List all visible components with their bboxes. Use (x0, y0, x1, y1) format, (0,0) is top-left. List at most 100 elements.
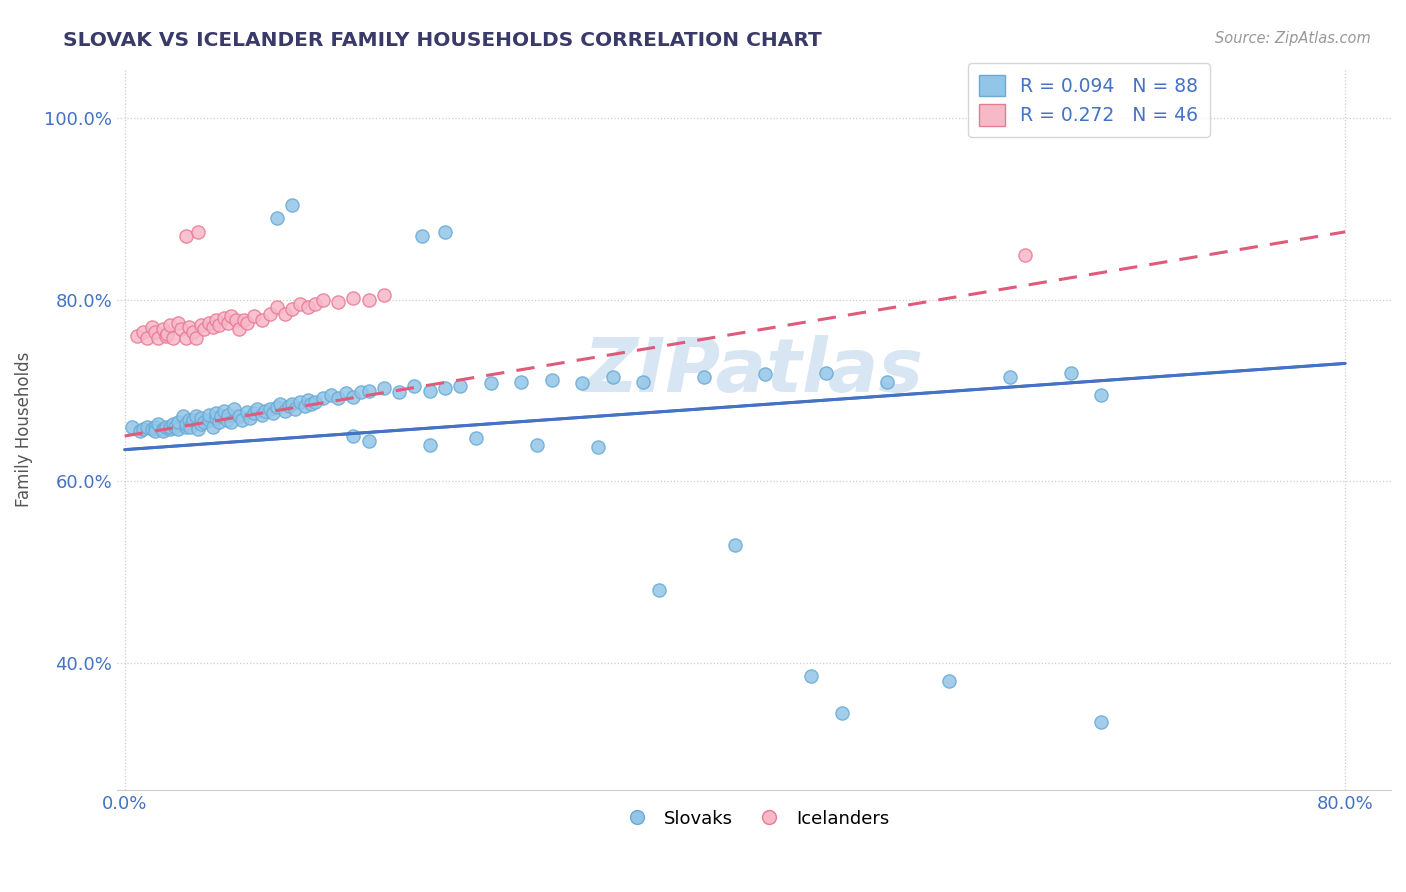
Point (1059, 366, 1081, 380)
Point (253, 403, 276, 417)
Point (155, 420, 177, 434)
Point (246, 401, 269, 416)
Point (159, 420, 181, 434)
Point (197, 316, 219, 330)
Point (202, 420, 225, 434)
Point (167, 416, 190, 430)
Point (434, 225, 457, 239)
Point (831, 706, 853, 720)
Point (136, 331, 159, 345)
Point (335, 386, 357, 401)
Point (250, 408, 273, 422)
Point (274, 306, 297, 320)
Y-axis label: Family Households: Family Households (15, 351, 32, 507)
Point (141, 422, 163, 436)
Point (193, 322, 215, 336)
Point (202, 320, 225, 334)
Point (294, 399, 316, 413)
Point (170, 322, 193, 336)
Point (225, 313, 247, 327)
Point (602, 370, 624, 384)
Point (586, 440, 609, 454)
Point (228, 409, 250, 423)
Point (232, 313, 254, 327)
Point (152, 422, 174, 436)
Point (278, 399, 301, 413)
Point (152, 322, 174, 336)
Point (193, 416, 215, 430)
Point (136, 420, 159, 434)
Point (209, 409, 232, 423)
Point (266, 211, 288, 226)
Point (197, 408, 219, 422)
Point (250, 313, 273, 327)
Point (373, 381, 395, 395)
Point (419, 438, 441, 452)
Point (221, 416, 243, 430)
Point (800, 669, 823, 683)
Point (167, 316, 190, 330)
Point (174, 331, 197, 345)
Point (284, 401, 307, 416)
Point (281, 301, 304, 316)
Point (404, 379, 426, 393)
Point (146, 417, 169, 432)
Point (815, 366, 838, 380)
Point (174, 420, 197, 434)
Point (143, 325, 166, 339)
Point (288, 297, 311, 311)
Point (281, 397, 304, 411)
Point (141, 320, 163, 334)
Point (312, 293, 335, 307)
Point (243, 406, 266, 420)
Point (121, 420, 143, 434)
Point (724, 538, 747, 552)
Point (190, 410, 212, 425)
Point (231, 413, 253, 427)
Point (328, 391, 350, 405)
Point (319, 388, 342, 402)
Point (224, 401, 246, 416)
Text: ZIPatlas: ZIPatlas (583, 335, 924, 408)
Point (479, 376, 502, 391)
Point (217, 408, 239, 422)
Point (938, 673, 960, 688)
Point (297, 300, 319, 314)
Point (167, 422, 190, 436)
Point (143, 420, 166, 434)
Point (128, 425, 150, 439)
Point (187, 225, 209, 239)
Point (174, 417, 197, 432)
Point (163, 420, 186, 434)
Point (177, 320, 200, 334)
Point (259, 401, 281, 416)
Point (259, 306, 281, 320)
Point (212, 403, 235, 417)
Point (162, 331, 184, 345)
Point (155, 329, 177, 343)
Point (350, 385, 373, 400)
Point (215, 413, 238, 427)
Point (262, 406, 284, 420)
Point (132, 325, 155, 339)
Point (243, 310, 266, 324)
Point (179, 420, 201, 434)
Point (312, 391, 335, 405)
Legend: Slovaks, Icelanders: Slovaks, Icelanders (612, 803, 897, 835)
Point (217, 316, 239, 330)
Point (162, 417, 184, 432)
Point (177, 413, 200, 427)
Point (143, 424, 166, 438)
Point (186, 409, 208, 423)
Point (464, 431, 486, 445)
Point (297, 392, 319, 407)
Point (299, 397, 322, 411)
Point (125, 329, 148, 343)
Point (342, 390, 364, 404)
Point (373, 288, 395, 302)
Point (239, 410, 262, 425)
Point (159, 422, 181, 436)
Point (152, 425, 174, 439)
Point (208, 318, 231, 333)
Point (172, 409, 194, 423)
